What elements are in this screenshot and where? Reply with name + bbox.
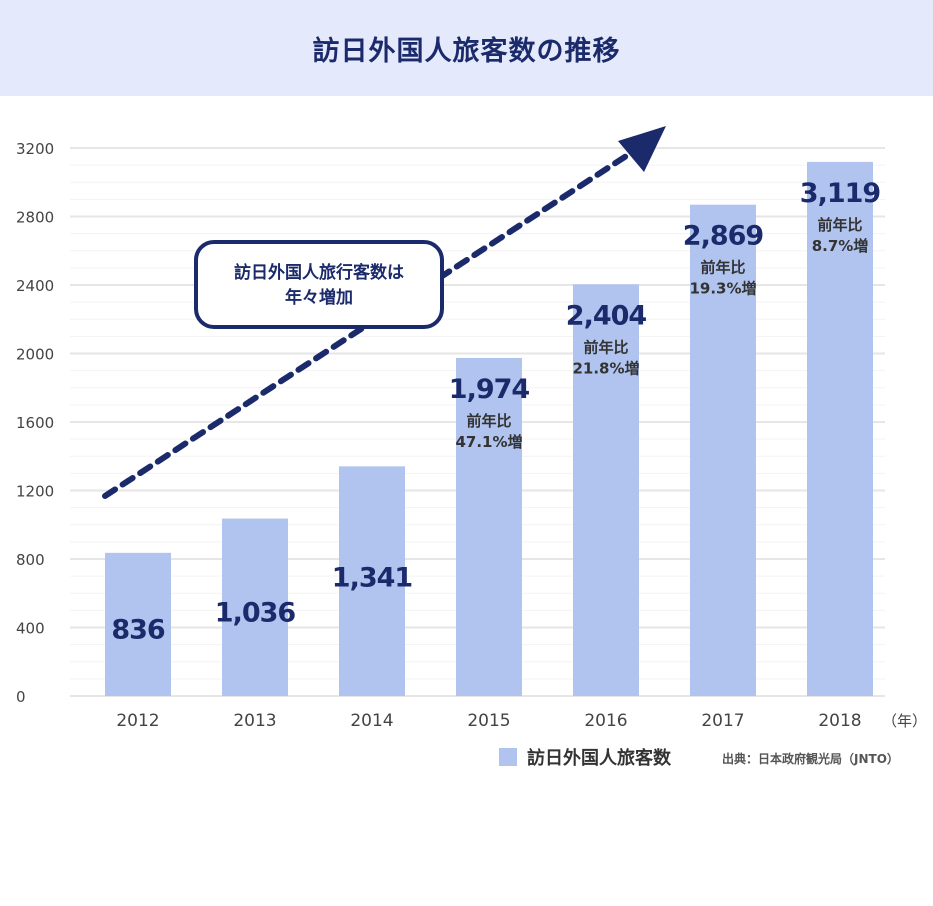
growth-label: 前年比 19.3%増 xyxy=(689,259,756,298)
y-tick-label: 400 xyxy=(16,620,45,638)
x-tick-label: 2016 xyxy=(584,711,627,731)
y-tick-label: 2000 xyxy=(16,346,54,364)
bar-chart: 0 400 800 1200 1600 2000 2400 2800 3200 2012 2013 2… xyxy=(16,126,927,731)
value-label: 2,404 xyxy=(566,300,647,331)
chart-header: 訪日外国人旅客数の推移 xyxy=(0,0,933,96)
growth-label-line: 前年比 xyxy=(583,338,628,356)
value-label: 3,119 xyxy=(800,178,881,209)
x-tick-label: 2017 xyxy=(701,711,744,731)
growth-label: 前年比 8.7%増 xyxy=(812,216,869,255)
x-unit-label: （年） xyxy=(882,712,927,730)
y-tick-label: 800 xyxy=(16,551,45,569)
legend: 訪日外国人旅客数 xyxy=(499,744,671,770)
x-tick-label: 2015 xyxy=(467,711,510,731)
value-label: 1,974 xyxy=(449,374,530,405)
axis-tick-labels: 0 400 800 1200 1600 2000 2400 2800 3200 2012 2013 2… xyxy=(16,140,927,731)
value-label: 1,341 xyxy=(332,562,412,593)
bars xyxy=(105,161,873,697)
data-labels: 836 1,036 1,341 1,974 前年比 47.1%増 2,404 前年比 21.8%… xyxy=(111,178,881,646)
y-tick-label: 3200 xyxy=(16,140,54,158)
growth-label-line: 前年比 xyxy=(466,412,511,430)
trend-annotation: 訪日外国人旅行客数は年々増加 xyxy=(102,126,666,499)
legend-swatch xyxy=(499,748,517,766)
growth-label-line: 8.7%増 xyxy=(812,237,869,255)
annotation-box xyxy=(194,240,444,329)
bar xyxy=(222,518,288,696)
bar xyxy=(105,552,171,696)
y-tick-label: 1200 xyxy=(16,483,54,501)
annotation-text: 訪日外国人旅行客数は年々増加 xyxy=(234,262,404,308)
growth-label: 前年比 47.1%増 xyxy=(455,412,522,451)
annotation-line: 訪日外国人旅行客数は xyxy=(234,262,404,283)
value-label: 2,869 xyxy=(683,221,764,252)
growth-label-line: 47.1%増 xyxy=(455,433,522,451)
bar xyxy=(456,357,522,696)
legend-label: 訪日外国人旅客数 xyxy=(527,748,671,769)
bar xyxy=(339,466,405,696)
source-note: 出典：日本政府観光局（JNTO） xyxy=(722,752,899,766)
growth-label-line: 前年比 xyxy=(700,259,745,277)
annotation-line: 年々増加 xyxy=(285,287,353,308)
x-tick-label: 2014 xyxy=(350,711,393,731)
growth-label-line: 21.8%増 xyxy=(572,359,639,377)
y-tick-label: 2400 xyxy=(16,277,54,295)
y-tick-label: 0 xyxy=(16,688,26,706)
x-tick-label: 2012 xyxy=(116,711,159,731)
x-tick-label: 2013 xyxy=(233,711,276,731)
x-tick-label: 2018 xyxy=(818,711,861,731)
growth-label-line: 前年比 xyxy=(817,216,862,234)
bar xyxy=(807,161,873,697)
chart-title: 訪日外国人旅客数の推移 xyxy=(312,35,621,67)
value-label: 1,036 xyxy=(215,597,296,628)
bar xyxy=(573,284,639,696)
bar xyxy=(690,204,756,696)
trend-arrow-head xyxy=(618,126,666,172)
value-label: 836 xyxy=(111,614,165,645)
growth-label: 前年比 21.8%増 xyxy=(572,338,639,377)
y-tick-label: 1600 xyxy=(16,414,54,432)
growth-label-line: 19.3%増 xyxy=(689,280,756,298)
y-tick-label: 2800 xyxy=(16,209,54,227)
